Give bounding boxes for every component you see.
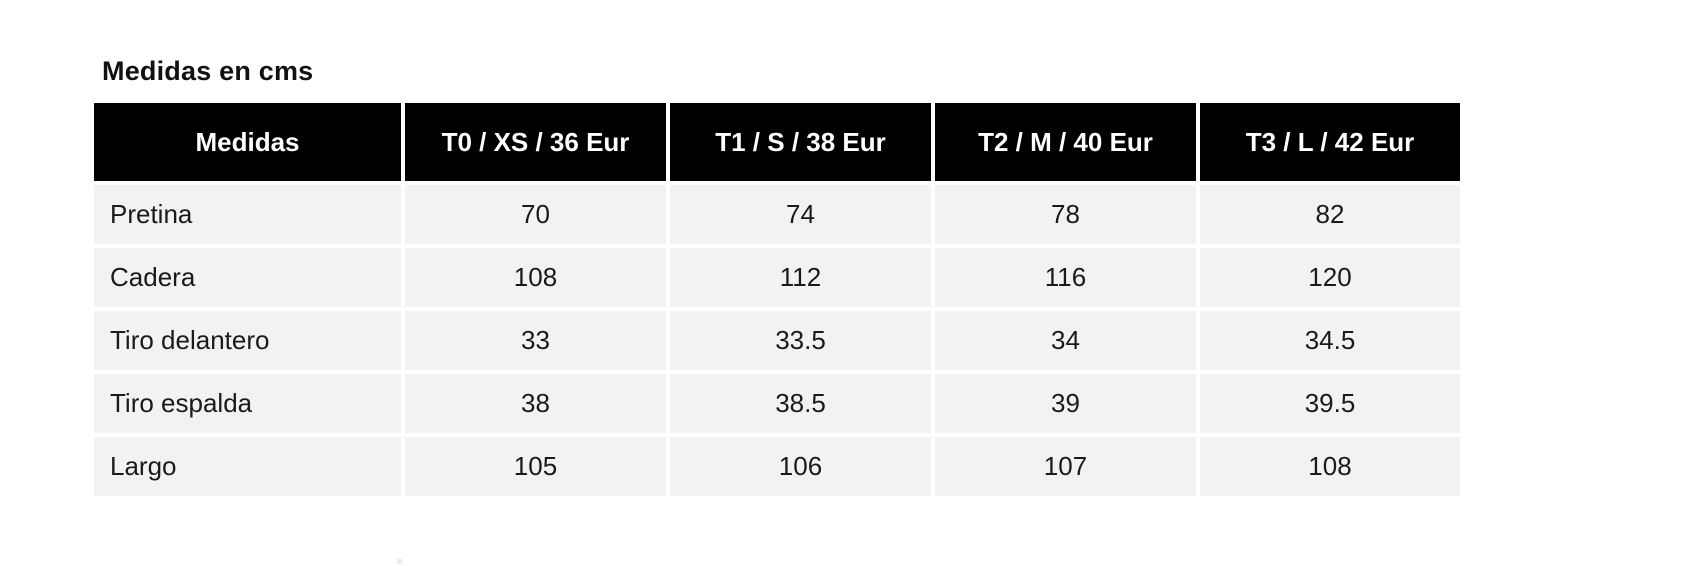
header-cell-medidas: Medidas — [94, 103, 401, 181]
size-chart-table: Medidas T0 / XS / 36 Eur T1 / S / 38 Eur… — [94, 103, 1460, 496]
header-cell-t1-s-38: T1 / S / 38 Eur — [670, 103, 931, 181]
row-label-cadera: Cadera — [94, 248, 401, 307]
row-label-largo: Largo — [94, 437, 401, 496]
page-title: Medidas en cms — [102, 56, 314, 86]
page-artifact-dot — [397, 559, 402, 564]
value-cell: 34.5 — [1200, 311, 1460, 370]
value-cell: 74 — [670, 185, 931, 244]
value-cell: 108 — [405, 248, 666, 307]
value-cell: 106 — [670, 437, 931, 496]
value-cell: 70 — [405, 185, 666, 244]
row-label-tiro-espalda: Tiro espalda — [94, 374, 401, 433]
value-cell: 108 — [1200, 437, 1460, 496]
value-cell: 112 — [670, 248, 931, 307]
value-cell: 33.5 — [670, 311, 931, 370]
row-label-tiro-delantero: Tiro delantero — [94, 311, 401, 370]
value-cell: 34 — [935, 311, 1196, 370]
value-cell: 105 — [405, 437, 666, 496]
value-cell: 120 — [1200, 248, 1460, 307]
value-cell: 33 — [405, 311, 666, 370]
value-cell: 39 — [935, 374, 1196, 433]
value-cell: 116 — [935, 248, 1196, 307]
header-cell-t3-l-42: T3 / L / 42 Eur — [1200, 103, 1460, 181]
header-cell-t2-m-40: T2 / M / 40 Eur — [935, 103, 1196, 181]
value-cell: 78 — [935, 185, 1196, 244]
value-cell: 39.5 — [1200, 374, 1460, 433]
value-cell: 82 — [1200, 185, 1460, 244]
value-cell: 107 — [935, 437, 1196, 496]
row-label-pretina: Pretina — [94, 185, 401, 244]
header-cell-t0-xs-36: T0 / XS / 36 Eur — [405, 103, 666, 181]
value-cell: 38.5 — [670, 374, 931, 433]
value-cell: 38 — [405, 374, 666, 433]
